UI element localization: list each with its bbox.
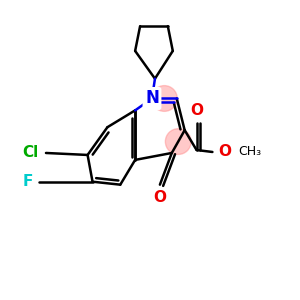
Text: F: F xyxy=(23,174,33,189)
Text: CH₃: CH₃ xyxy=(238,146,261,158)
Text: Cl: Cl xyxy=(22,146,38,160)
Text: O: O xyxy=(153,190,167,205)
Circle shape xyxy=(165,129,191,154)
Text: O: O xyxy=(190,103,203,118)
Circle shape xyxy=(152,85,177,111)
Text: O: O xyxy=(218,145,231,160)
Text: N: N xyxy=(145,89,159,107)
